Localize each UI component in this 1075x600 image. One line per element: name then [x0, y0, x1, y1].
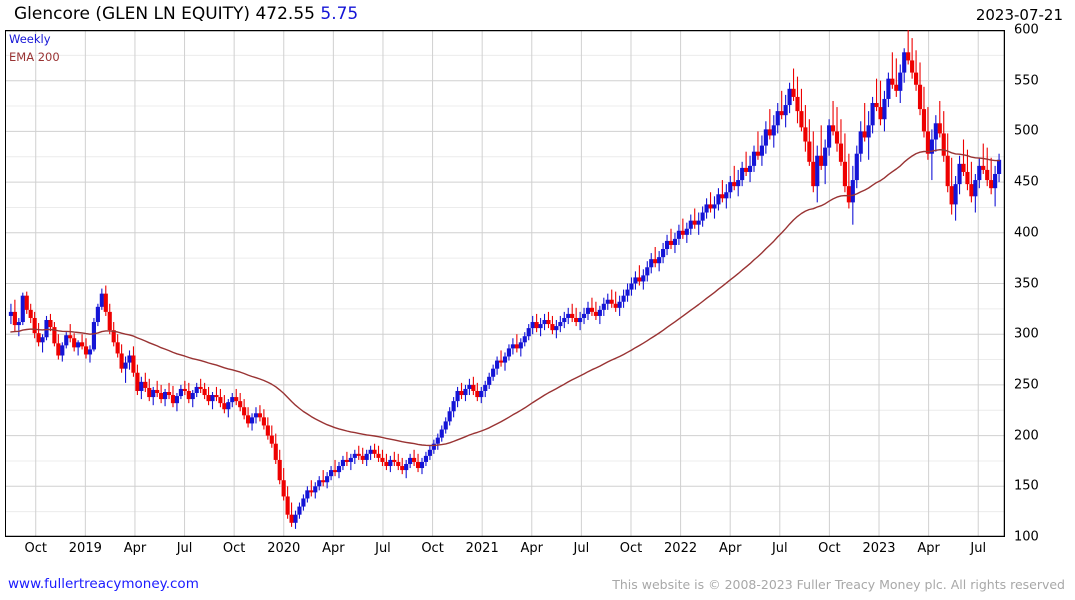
y-axis-tick-400: 400 — [1014, 225, 1039, 241]
candlestick-series — [8, 30, 1002, 529]
x-axis-tick-2020: 2020 — [267, 541, 301, 556]
y-axis-tick-450: 450 — [1014, 174, 1039, 190]
x-axis-tick-apr: Apr — [123, 541, 147, 556]
as-of-date: 2023-07-21 — [975, 6, 1063, 24]
y-axis-tick-350: 350 — [1014, 276, 1039, 291]
site-url[interactable]: www.fullertreacymoney.com — [8, 576, 199, 592]
x-axis-tick-jul: Jul — [970, 541, 987, 556]
y-axis-tick-600: 600 — [1014, 22, 1039, 38]
last-price: 472.55 — [255, 4, 315, 24]
x-axis-tick-2023: 2023 — [862, 541, 896, 556]
x-axis-tick-apr: Apr — [718, 541, 742, 556]
y-axis-tick-500: 500 — [1014, 123, 1039, 139]
x-axis-tick-2022: 2022 — [664, 541, 698, 556]
y-axis-tick-250: 250 — [1014, 377, 1039, 393]
y-axis-tick-300: 300 — [1014, 326, 1039, 342]
legend-interval: Weekly — [9, 32, 51, 46]
instrument-name: Glencore (GLEN LN EQUITY) — [14, 4, 251, 24]
legend-ema-overlay: EMA 200 — [9, 50, 60, 64]
y-axis-tick-200: 200 — [1014, 428, 1039, 444]
x-axis-tick-jul: Jul — [771, 541, 788, 556]
price-chart-plot-area — [5, 30, 1005, 537]
x-axis-tick-oct: Oct — [24, 541, 47, 556]
price-change: 5.75 — [320, 4, 359, 24]
x-axis-tick-oct: Oct — [818, 541, 841, 556]
x-axis-tick-oct: Oct — [619, 541, 643, 556]
x-axis-tick-apr: Apr — [322, 541, 345, 556]
x-axis-tick-oct: Oct — [222, 541, 246, 556]
x-axis-tick-oct: Oct — [421, 541, 444, 556]
x-axis-tick-jul: Jul — [375, 541, 391, 556]
x-axis-tick-2019: 2019 — [68, 541, 102, 556]
x-axis-tick-jul: Jul — [573, 541, 590, 556]
y-axis-tick-550: 550 — [1014, 73, 1039, 89]
y-axis-tick-100: 100 — [1014, 529, 1039, 545]
page-title: Glencore (GLEN LN EQUITY) 472.55 5.75 — [14, 4, 358, 24]
x-axis-tick-jul: Jul — [176, 541, 193, 556]
copyright-notice: This website is © 2008-2023 Fuller Treac… — [612, 577, 1065, 592]
y-axis-tick-150: 150 — [1014, 478, 1039, 494]
x-axis-tick-apr: Apr — [917, 541, 940, 556]
x-axis-tick-apr: Apr — [520, 541, 544, 556]
x-axis-tick-2021: 2021 — [465, 541, 499, 556]
